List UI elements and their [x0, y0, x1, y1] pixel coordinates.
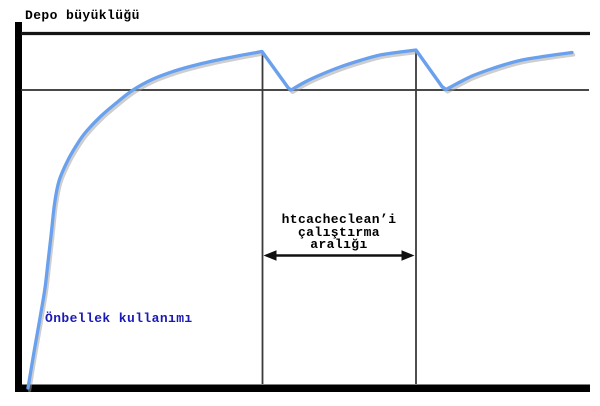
- htcacheclean-interval-label: htcacheclean’i çalıştırma aralığı: [281, 212, 397, 252]
- y-axis: [15, 22, 22, 392]
- cache-usage-curve-shadow: [27, 50, 576, 393]
- y-axis-title: Depo büyüklüğü: [25, 8, 140, 23]
- cache-usage-curve: [26, 48, 574, 390]
- cache-usage-label: Önbellek kullanımı: [45, 311, 193, 326]
- interval-arrow-head-right: [401, 250, 415, 261]
- interval-arrow-head-left: [263, 250, 277, 261]
- x-axis: [15, 384, 590, 392]
